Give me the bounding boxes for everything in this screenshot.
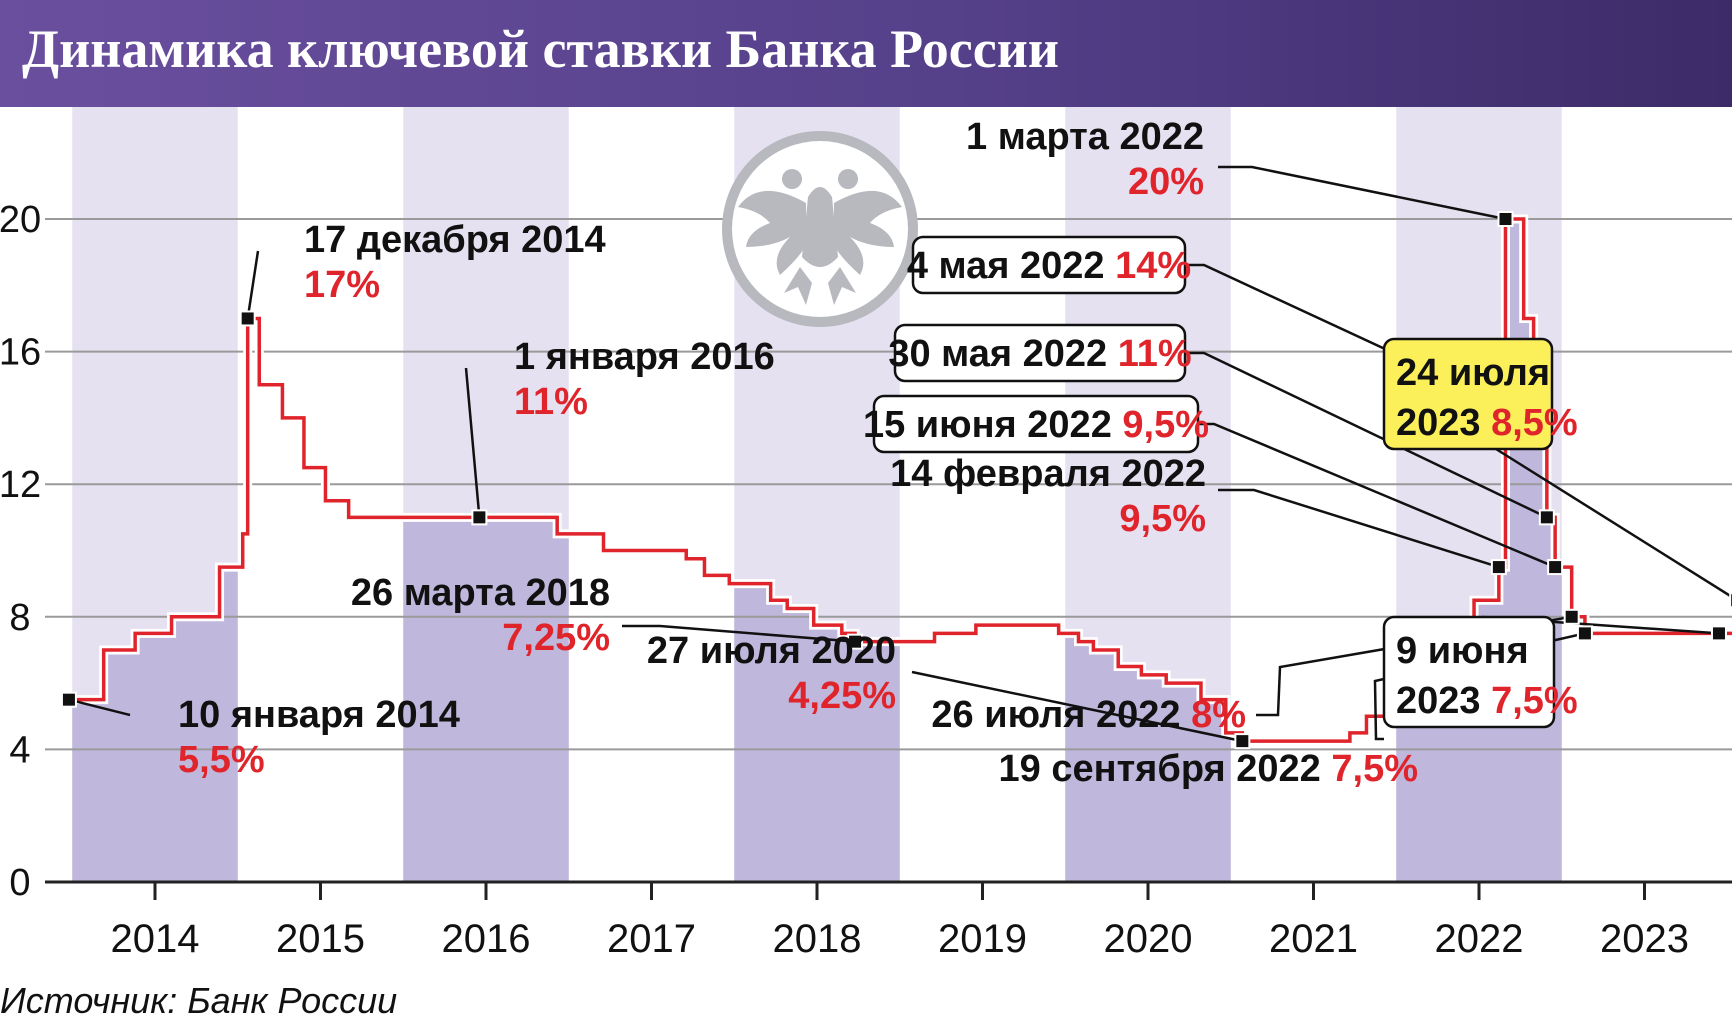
double-headed-eagle-icon — [722, 131, 918, 327]
annotation-value: 8% — [1191, 694, 1246, 736]
data-point — [1563, 608, 1580, 625]
x-tick-label: 2018 — [773, 917, 862, 961]
area-under-line — [72, 219, 1562, 882]
y-tick-label: 8 — [9, 597, 30, 639]
leader-line — [1218, 165, 1506, 221]
annotation-value: 4,25% — [788, 675, 896, 717]
data-point — [1538, 509, 1555, 526]
annotation-date: 1 января 2016 — [514, 336, 775, 378]
x-tick-label: 2022 — [1435, 917, 1524, 961]
annotation-value: 9,5% — [1119, 498, 1206, 540]
x-tick-label: 2014 — [111, 917, 200, 961]
y-tick-label: 0 — [9, 862, 30, 904]
chart-title: Динамика ключевой ставки Банка России — [22, 19, 1059, 79]
data-point — [60, 691, 77, 708]
data-point — [1547, 559, 1564, 576]
annotation-date: 26 июля 2022 8% — [931, 694, 1246, 736]
x-tick-label: 2017 — [607, 917, 696, 961]
annotation-value: 17% — [304, 264, 380, 306]
leader-line — [1198, 422, 1556, 569]
leader-line — [622, 624, 856, 643]
annotation-value: 7,5% — [1331, 748, 1418, 790]
data-point — [847, 633, 864, 650]
annotation-date: 4 мая 2022 14% — [907, 245, 1191, 287]
axis-tick-labels: 0 4 8 12 16 20 2014 2015 2016 2017 2018 2019 2020 202… — [0, 199, 1689, 961]
axes — [45, 880, 1732, 900]
annotation-value: 5,5% — [178, 739, 265, 781]
data-point — [1710, 625, 1727, 642]
y-tick-label: 16 — [0, 332, 41, 374]
annotation-date: 9 июня — [1396, 630, 1529, 672]
area-fills — [72, 219, 1562, 882]
annotation-date: 24 июля — [1396, 352, 1550, 394]
label-box — [893, 323, 1187, 383]
y-tick-label: 20 — [0, 199, 41, 241]
data-point — [239, 310, 256, 327]
data-point — [1497, 211, 1514, 227]
x-tick-label: 2016 — [442, 917, 531, 961]
y-tick-label: 12 — [0, 464, 41, 506]
key-rate-chart: 0 4 8 12 16 20 2014 2015 2016 2017 2018 2019 2020 202… — [0, 107, 1732, 961]
annotation-date: 2023 7,5% — [1396, 680, 1578, 722]
annotation-date: 14 февраля 2022 — [890, 453, 1206, 495]
data-point — [1490, 559, 1507, 576]
annotation-date: 2023 8,5% — [1396, 402, 1578, 444]
x-tick-label: 2021 — [1269, 917, 1358, 961]
leader-line — [68, 698, 131, 717]
source-note: Источник: Банк России — [0, 980, 398, 1021]
annotation-value: 9,5% — [1122, 404, 1209, 446]
data-point — [471, 509, 488, 526]
annotation-date: 26 марта 2018 — [351, 572, 610, 614]
leader-line — [1218, 488, 1500, 569]
leader-line — [1495, 447, 1732, 599]
annotation-value: 7,25% — [502, 617, 610, 659]
annotation-value: 20% — [1128, 161, 1204, 203]
annotation-date: 27 июля 2020 — [647, 630, 896, 672]
leader-line — [464, 367, 481, 518]
annotation-value: 14% — [1115, 245, 1191, 287]
leader-line — [911, 670, 1243, 743]
label-box — [872, 394, 1200, 454]
x-tick-label: 2023 — [1600, 917, 1689, 961]
y-tick-label: 4 — [9, 729, 30, 771]
data-point — [1729, 592, 1732, 609]
annotation-date: 30 мая 2022 11% — [888, 333, 1191, 375]
annotation-date: 17 декабря 2014 — [304, 219, 606, 261]
annotation-date: 1 марта 2022 — [966, 116, 1204, 158]
label-box — [1382, 615, 1556, 729]
annotation-value: 11% — [1118, 333, 1192, 375]
chart-header: Динамика ключевой ставки Банка России — [0, 0, 1732, 107]
highlight-label-box — [1382, 337, 1554, 451]
data-markers — [60, 211, 1732, 750]
data-point — [1576, 625, 1593, 642]
x-tick-label: 2019 — [938, 917, 1027, 961]
label-box — [911, 235, 1187, 295]
x-tick-label: 2015 — [276, 917, 365, 961]
annotation-value: 8,5% — [1491, 402, 1578, 444]
x-tick-label: 2020 — [1104, 917, 1193, 961]
data-point — [1234, 733, 1251, 750]
annotation-value: 11% — [514, 381, 588, 423]
annotation-date: 10 января 2014 — [178, 694, 460, 736]
annotation-value: 7,5% — [1491, 680, 1578, 722]
leader-line — [246, 250, 260, 319]
leader-line — [1185, 351, 1548, 519]
annotation-date: 15 июня 2022 9,5% — [863, 404, 1209, 446]
annotation-date: 19 сентября 2022 7,5% — [999, 748, 1418, 790]
